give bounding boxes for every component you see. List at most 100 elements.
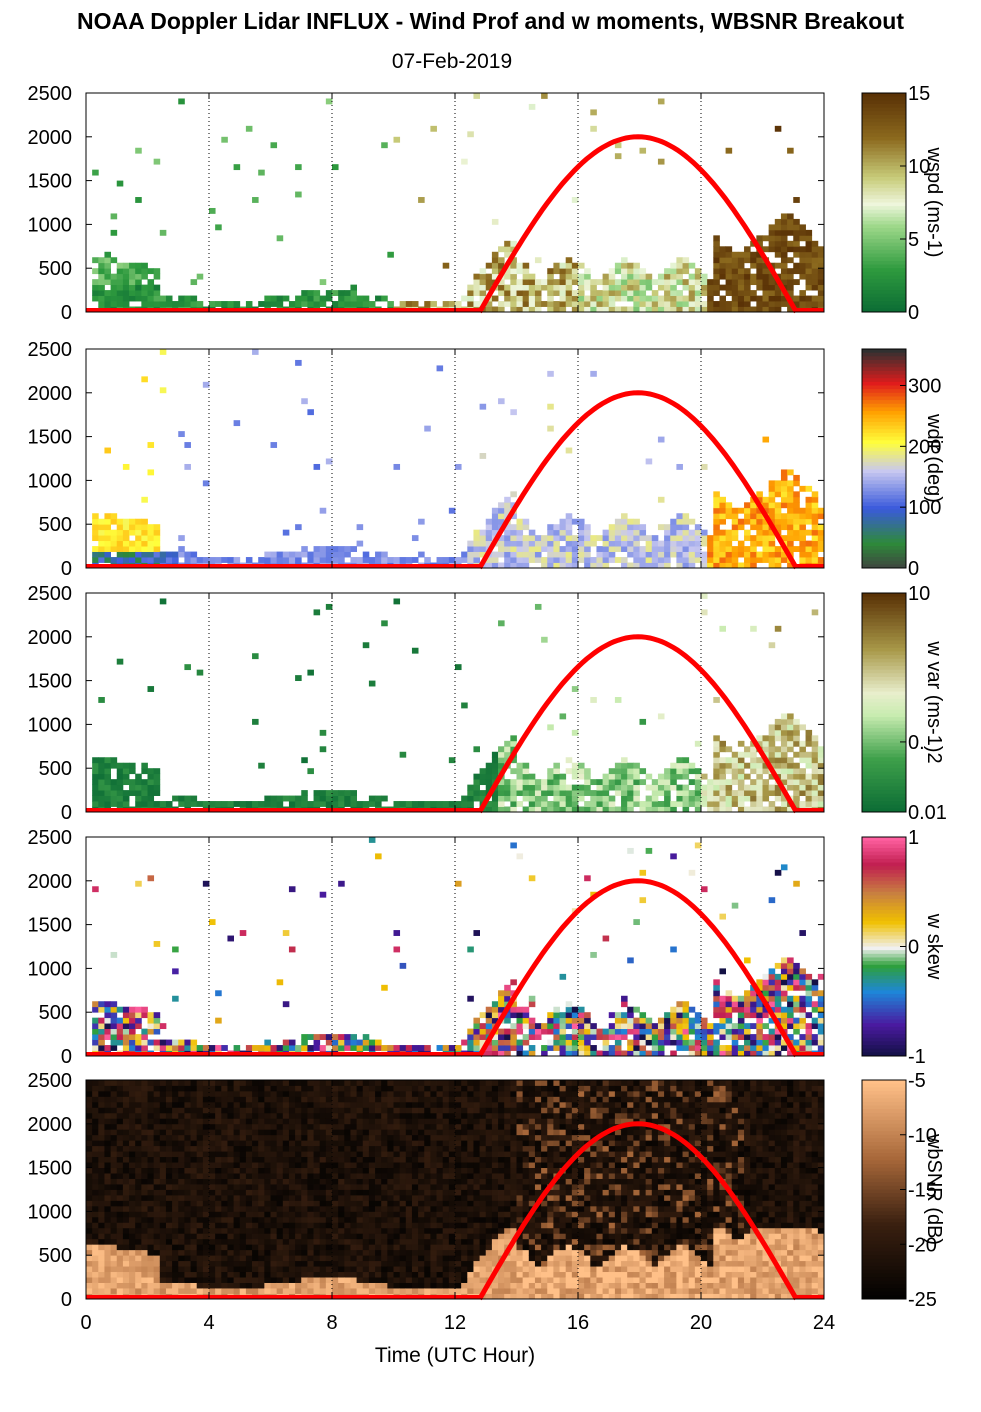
heatmap-cell xyxy=(504,246,511,253)
heatmap-cell xyxy=(688,1028,696,1035)
heatmap-cell xyxy=(129,1090,136,1097)
heatmap-cell xyxy=(744,268,751,275)
heatmap-cell xyxy=(116,1034,124,1040)
heatmap-cell xyxy=(565,1001,573,1008)
heatmap-cell xyxy=(258,1080,265,1086)
heatmap-cell xyxy=(104,546,111,552)
heatmap-cell xyxy=(288,1123,296,1130)
heatmap-cell xyxy=(282,1090,290,1097)
heatmap-cell xyxy=(787,968,794,975)
heatmap-cell xyxy=(190,279,198,286)
heatmap-cell xyxy=(252,1266,259,1273)
heatmap-cell xyxy=(805,551,813,558)
heatmap-cell xyxy=(633,518,640,525)
heatmap-cell xyxy=(461,557,468,563)
heatmap-cell xyxy=(639,301,647,307)
heatmap-cell xyxy=(147,1233,155,1240)
heatmap-cell xyxy=(787,729,794,736)
heatmap-cell xyxy=(104,1012,111,1019)
heatmap-cell xyxy=(442,1045,450,1051)
heatmap-cell xyxy=(196,1244,204,1251)
heatmap-cell xyxy=(313,301,321,307)
colorbar-swatch xyxy=(862,414,906,419)
heatmap-cell xyxy=(516,295,524,302)
heatmap-cell xyxy=(104,790,111,796)
heatmap-cell xyxy=(780,491,788,498)
heatmap-cell xyxy=(817,751,825,758)
heatmap-cell xyxy=(590,697,597,703)
heatmap-cell xyxy=(528,995,536,1002)
heatmap-cell xyxy=(682,268,690,275)
heatmap-cell xyxy=(688,279,696,286)
heatmap-cell xyxy=(307,295,314,302)
heatmap-cell xyxy=(701,1050,708,1057)
heatmap-cell xyxy=(122,1101,130,1108)
heatmap-cell xyxy=(805,995,813,1002)
heatmap-cell xyxy=(688,306,696,313)
heatmap-cell xyxy=(295,1184,302,1190)
heatmap-cell xyxy=(608,273,616,280)
heatmap-cell xyxy=(172,1178,179,1185)
heatmap-cell xyxy=(750,273,757,280)
heatmap-cell xyxy=(86,1090,93,1097)
heatmap-cell xyxy=(288,1189,296,1196)
heatmap-cell xyxy=(344,290,351,296)
heatmap-cell xyxy=(614,697,622,703)
heatmap-cell xyxy=(547,1012,554,1019)
heatmap-cell xyxy=(737,1023,745,1030)
heatmap-cell xyxy=(104,279,111,286)
heatmap-cell xyxy=(147,1123,155,1130)
heatmap-cell xyxy=(750,257,757,264)
y-tick-label: 2000 xyxy=(28,627,73,649)
heatmap-cell xyxy=(196,1167,204,1174)
heatmap-cell xyxy=(110,1216,118,1223)
heatmap-cell xyxy=(141,1145,148,1152)
heatmap-cell xyxy=(664,546,671,552)
heatmap-cell xyxy=(116,1162,124,1169)
heatmap-cell xyxy=(621,562,628,569)
heatmap-cell xyxy=(565,546,573,552)
heatmap-cell xyxy=(215,1277,222,1283)
colorbar-swatch xyxy=(862,797,906,802)
heatmap-cell xyxy=(190,1151,198,1158)
heatmap-cell xyxy=(553,1039,560,1046)
heatmap-cell xyxy=(621,273,628,280)
heatmap-cell xyxy=(547,1028,554,1035)
heatmap-cell xyxy=(780,246,788,253)
heatmap-cell xyxy=(159,1266,167,1273)
heatmap-cell xyxy=(276,1096,284,1103)
heatmap-cell xyxy=(547,290,554,296)
heatmap-cell xyxy=(713,284,720,291)
heatmap-cell xyxy=(215,1227,222,1234)
overlay-curve xyxy=(477,878,799,1058)
heatmap-cell xyxy=(221,136,228,143)
colorbar-swatch xyxy=(862,779,906,784)
heatmap-cell xyxy=(750,801,757,807)
heatmap-cell xyxy=(694,295,702,302)
heatmap-cell xyxy=(141,1194,148,1201)
heatmap-cell xyxy=(522,546,530,552)
heatmap-cell xyxy=(288,1112,296,1119)
heatmap-cell xyxy=(252,1162,259,1169)
heatmap-cell xyxy=(270,795,278,802)
heatmap-cell xyxy=(559,801,567,807)
heatmap-cell xyxy=(713,773,720,780)
y-tick-label: 0 xyxy=(61,302,72,324)
heatmap-cell xyxy=(571,562,579,569)
heatmap-cell xyxy=(719,773,726,780)
heatmap-cell xyxy=(86,1101,93,1108)
heatmap-cell xyxy=(276,1112,284,1119)
heatmap-cell xyxy=(239,1107,247,1114)
heatmap-cell xyxy=(135,1034,142,1040)
heatmap-cell xyxy=(725,507,733,514)
heatmap-cell xyxy=(805,773,813,780)
heatmap-cell xyxy=(701,1028,708,1035)
heatmap-cell xyxy=(584,790,591,796)
heatmap-cell xyxy=(227,1227,234,1234)
heatmap-cell xyxy=(657,98,665,105)
heatmap-cell xyxy=(614,529,622,536)
heatmap-cell xyxy=(202,1140,210,1147)
heatmap-cell xyxy=(282,1244,290,1251)
heatmap-cell xyxy=(639,273,647,280)
heatmap-cell xyxy=(578,1045,585,1051)
